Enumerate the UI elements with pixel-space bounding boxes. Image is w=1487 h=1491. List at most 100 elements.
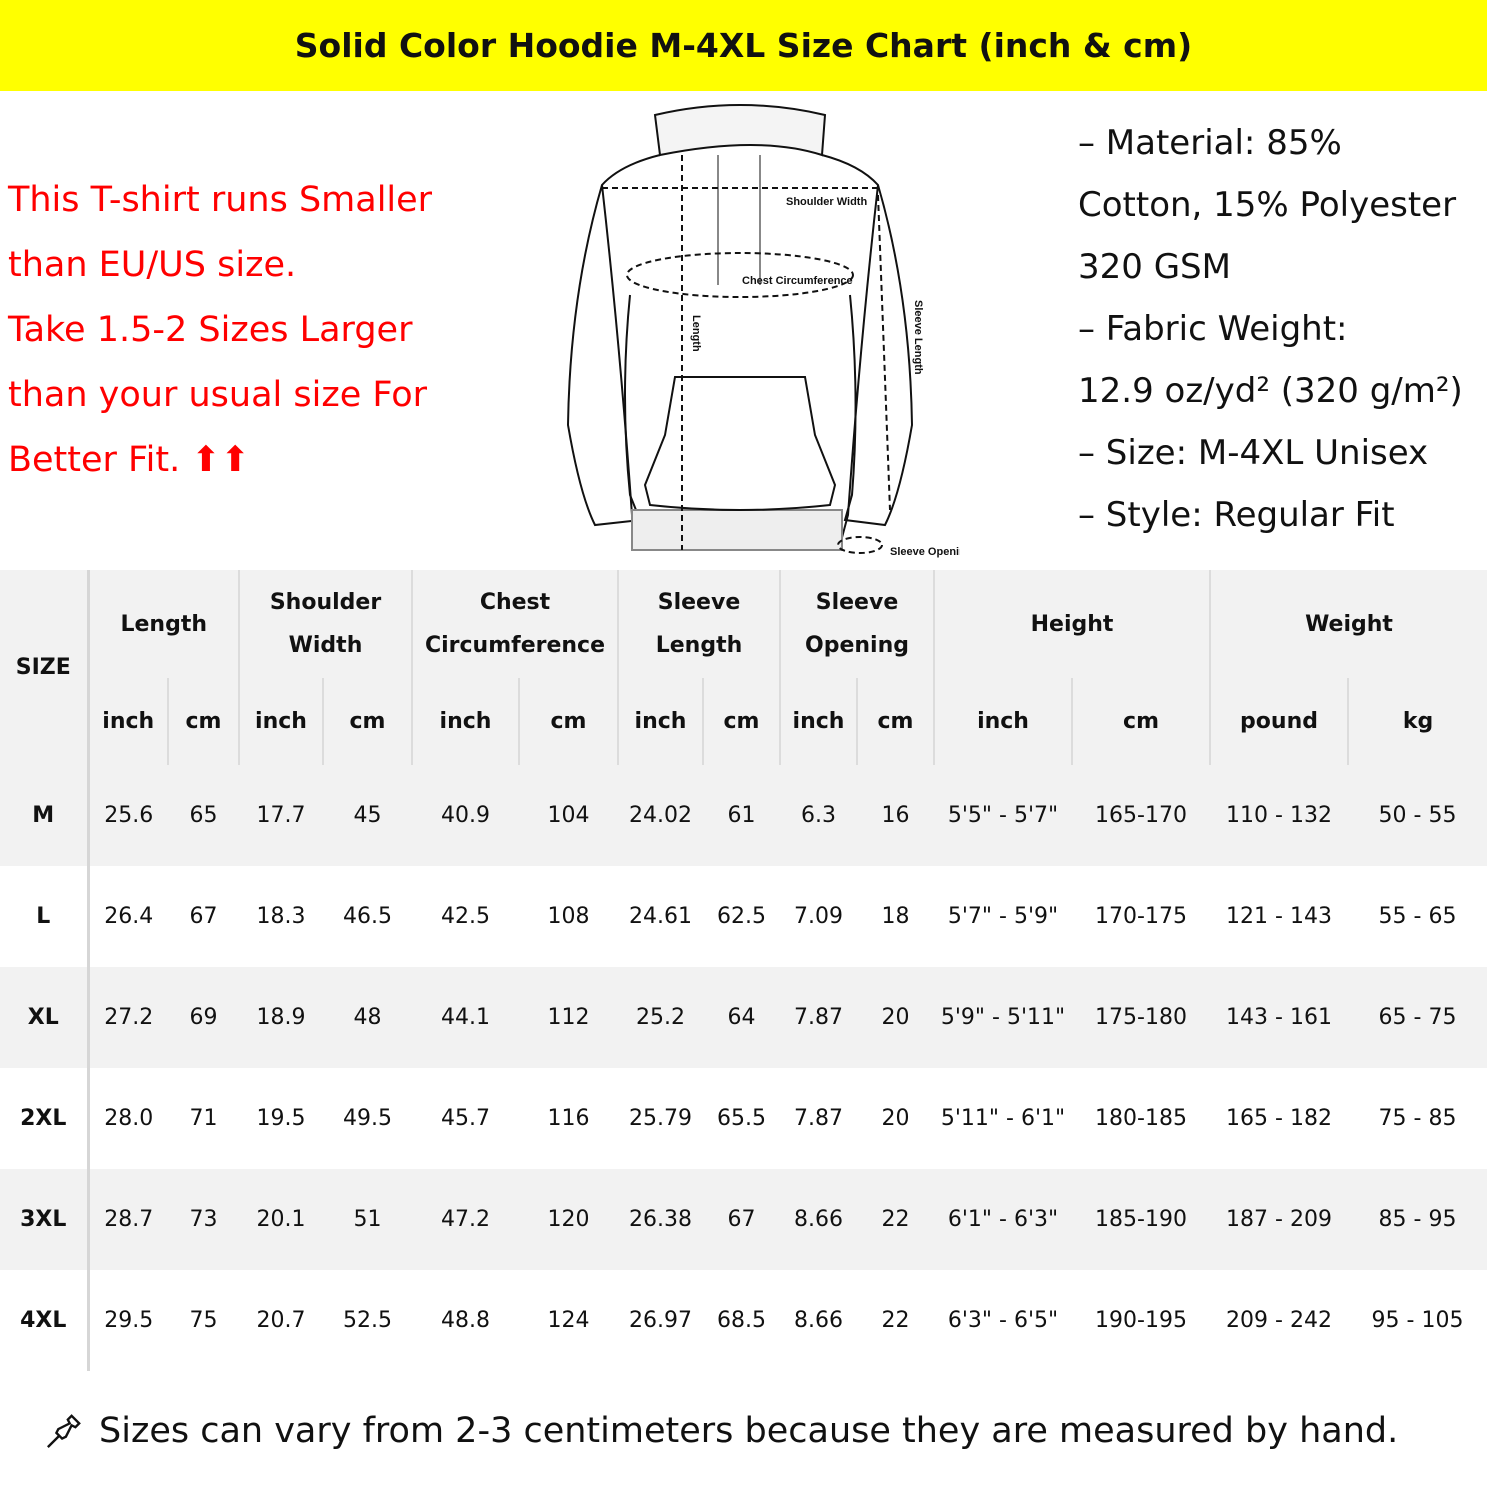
spec-line: – Style: Regular Fit	[1078, 495, 1395, 535]
value-cell: 25.6	[88, 765, 168, 866]
table-row: 3XL 28.7 73 20.1 51 47.2 120 26.38 67 8.66 22 6'1" …	[0, 1169, 1487, 1270]
fit-note-line: This T-shirt runs Smaller	[8, 180, 433, 220]
table-row: 2XL 28.0 71 19.5 49.5 45.7 116 25.79 65.5 7.87 20 5…	[0, 1068, 1487, 1169]
unit-header: cm	[167, 678, 239, 765]
fit-note-line: Better Fit. ⬆⬆	[8, 440, 250, 480]
product-specs: – Material: 85% Cotton, 15% Polyester 32…	[1078, 112, 1463, 546]
value-cell: 8.66	[794, 1308, 843, 1333]
unit-header: kg	[1347, 678, 1487, 765]
value-cell: 48	[323, 967, 412, 1068]
size-header: SIZE	[0, 570, 90, 765]
value-cell: 48.8	[441, 1308, 490, 1333]
group-header: Sleeve Opening	[778, 570, 935, 678]
value-cell: 73	[168, 1169, 239, 1270]
unit-header: inch	[617, 678, 703, 765]
value-cell: 20	[857, 967, 935, 1068]
value-cell: 27.2	[88, 967, 168, 1068]
value-cell: 5'5" - 5'7"	[934, 765, 1073, 866]
value-cell: 187 - 209	[1210, 1169, 1349, 1270]
value-cell: 47.2	[412, 1169, 519, 1270]
group-header: Shoulder Width	[238, 570, 412, 678]
value-cell: 20	[881, 1106, 910, 1131]
size-cell: 3XL	[0, 1169, 90, 1270]
value-cell: 20.1	[239, 1169, 323, 1270]
value-cell: 45.7	[441, 1106, 490, 1131]
unit-header: cm	[855, 678, 935, 765]
pushpin-icon	[47, 1414, 81, 1448]
value-cell: 25.79	[629, 1106, 692, 1131]
value-cell: 75 - 85	[1378, 1106, 1457, 1131]
unit-header: inch	[238, 678, 323, 765]
unit-header: inch	[779, 678, 857, 765]
value-cell: 170-175	[1095, 904, 1187, 929]
size-table: SIZE Length Shoulder Width Chest Circumf…	[0, 570, 1487, 1371]
value-cell: 16	[857, 765, 935, 866]
value-cell: 95 - 105	[1371, 1308, 1464, 1333]
value-cell: 64	[703, 967, 780, 1068]
spec-line: – Size: M-4XL Unisex	[1078, 433, 1429, 473]
unit-header: cm	[518, 678, 618, 765]
value-cell: 28.0	[104, 1106, 154, 1131]
fit-note-line: Take 1.5-2 Sizes Larger	[8, 310, 413, 350]
value-cell: 50 - 55	[1348, 765, 1487, 866]
value-cell: 26.4	[104, 904, 154, 929]
value-cell: 19.5	[256, 1106, 306, 1131]
value-cell: 209 - 242	[1226, 1308, 1332, 1333]
value-cell: 40.9	[412, 765, 519, 866]
unit-header: pound	[1209, 678, 1349, 765]
footer-note: Sizes can vary from 2-3 centimeters beca…	[0, 1371, 1487, 1491]
value-cell: 108	[547, 904, 590, 929]
value-cell: 18.9	[239, 967, 323, 1068]
value-cell: 65	[168, 765, 239, 866]
diagram-label-shoulder: Shoulder Width	[786, 196, 867, 208]
fit-note-line: than EU/US size.	[8, 245, 297, 285]
value-cell: 24.02	[618, 765, 703, 866]
diagram-label-length: Length	[690, 315, 702, 352]
value-cell: 6'3" - 6'5"	[947, 1308, 1059, 1333]
value-cell: 25.2	[618, 967, 703, 1068]
unit-header: inch	[933, 678, 1073, 765]
value-cell: 165 - 182	[1226, 1106, 1332, 1131]
value-cell: 6.3	[780, 765, 857, 866]
spec-line: Cotton, 15% Polyester	[1078, 185, 1457, 225]
unit-header: cm	[702, 678, 780, 765]
value-cell: 22	[857, 1169, 935, 1270]
group-header: Weight	[1209, 570, 1487, 678]
value-cell: 190-195	[1095, 1308, 1187, 1333]
value-cell: 8.66	[780, 1169, 857, 1270]
size-cell: 4XL	[0, 1270, 90, 1371]
value-cell: 26.97	[629, 1308, 692, 1333]
chart-title: Solid Color Hoodie M-4XL Size Chart (inc…	[0, 0, 1487, 91]
table-row: 4XL 29.5 75 20.7 52.5 48.8 124 26.97 68.5 8.66 22 6…	[0, 1270, 1487, 1371]
diagram-label-sleeve-opening: Sleeve Opening	[890, 546, 960, 558]
value-cell: 26.38	[618, 1169, 703, 1270]
value-cell: 65 - 75	[1348, 967, 1487, 1068]
value-cell: 71	[189, 1106, 218, 1131]
value-cell: 65.5	[717, 1106, 766, 1131]
group-header: Length	[88, 570, 239, 678]
value-cell: 28.7	[88, 1169, 168, 1270]
value-cell: 85 - 95	[1348, 1169, 1487, 1270]
value-cell: 112	[519, 967, 618, 1068]
value-cell: 46.5	[343, 904, 392, 929]
value-cell: 124	[547, 1308, 590, 1333]
fit-note: This T-shirt runs Smaller than EU/US siz…	[8, 168, 432, 493]
value-cell: 18	[881, 904, 910, 929]
spec-line: 320 GSM	[1078, 247, 1231, 287]
value-cell: 17.7	[239, 765, 323, 866]
value-cell: 175-180	[1072, 967, 1211, 1068]
value-cell: 110 - 132	[1210, 765, 1349, 866]
size-cell: L	[0, 866, 90, 967]
value-cell: 45	[323, 765, 412, 866]
value-cell: 121 - 143	[1226, 904, 1332, 929]
value-cell: 49.5	[343, 1106, 392, 1131]
unit-header: inch	[87, 678, 168, 765]
spec-line: – Fabric Weight:	[1078, 309, 1348, 349]
value-cell: 75	[189, 1308, 218, 1333]
value-cell: 18.3	[256, 904, 306, 929]
value-cell: 165-170	[1072, 765, 1211, 866]
value-cell: 42.5	[441, 904, 490, 929]
diagram-label-sleeve-length: Sleeve Length	[912, 300, 924, 375]
group-header: Height	[933, 570, 1211, 678]
value-cell: 116	[547, 1106, 590, 1131]
